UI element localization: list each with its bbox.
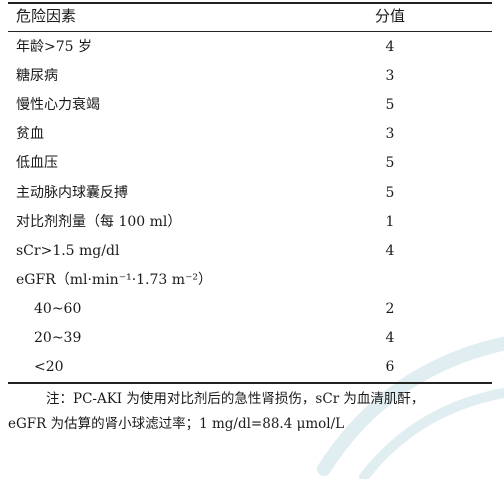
risk-factor-cell: 糖尿病: [16, 68, 58, 85]
score-cell: 5: [385, 97, 395, 114]
score-cell: 6: [385, 359, 395, 376]
table-row: 年龄>75 岁 4: [8, 33, 492, 62]
table-row: eGFR（ml·min⁻¹·1.73 m⁻²）: [8, 266, 492, 295]
table-note-line-2: eGFR 为估算的肾小球滤过率；1 mg/dl=88.4 μmol/L: [8, 416, 345, 432]
table-row: 主动脉内球囊反搏 5: [8, 179, 492, 208]
score-cell: 5: [385, 155, 395, 172]
score-cell: 3: [385, 126, 395, 143]
header-factor: 危险因素: [16, 7, 77, 25]
table-top-rule: [8, 2, 492, 4]
risk-factor-cell: 40~60: [34, 300, 82, 317]
risk-factor-cell: eGFR（ml·min⁻¹·1.73 m⁻²）: [16, 271, 213, 288]
table-header-row: 危险因素 分值: [8, 2, 492, 31]
document-page: 危险因素 分值 年龄>75 岁 4 糖尿病 3 慢性心力衰竭 5 贫血 3 低血压 5 主动脉内球囊…: [8, 2, 504, 479]
score-cell: 4: [385, 242, 395, 259]
risk-factor-cell: 低血压: [16, 155, 58, 172]
table-row: 40~60 2: [8, 295, 492, 324]
risk-factor-cell: 主动脉内球囊反搏: [16, 184, 128, 201]
risk-factor-cell: 年龄>75 岁: [16, 39, 92, 55]
score-cell: 4: [385, 39, 395, 55]
table-row: 低血压 5: [8, 149, 492, 178]
table-row: sCr>1.5 mg/dl 4: [8, 237, 492, 266]
table-bottom-rule: [8, 382, 492, 384]
score-cell: 2: [385, 300, 395, 317]
table-row: <20 6: [8, 353, 492, 382]
score-cell: 4: [385, 330, 395, 346]
risk-factor-cell: 贫血: [16, 126, 44, 143]
table-row: 20~39 4: [8, 324, 492, 353]
score-cell: 3: [385, 68, 395, 85]
table-row: 贫血 3: [8, 120, 492, 149]
table-note-line-1: 注：PC-AKI 为使用对比剂后的急性肾损伤，sCr 为血清肌酐，: [46, 391, 425, 407]
risk-factor-cell: 慢性心力衰竭: [16, 97, 100, 114]
table-row: 对比剂剂量（每 100 ml） 1: [8, 208, 492, 237]
risk-factor-cell: <20: [34, 359, 64, 376]
score-cell: 1: [385, 213, 395, 230]
risk-factor-cell: 对比剂剂量（每 100 ml）: [16, 213, 182, 230]
table-header-rule: [8, 31, 492, 32]
risk-factor-cell: 20~39: [34, 330, 82, 346]
score-cell: 5: [385, 184, 395, 201]
table-row: 糖尿病 3: [8, 62, 492, 91]
table-row: 慢性心力衰竭 5: [8, 91, 492, 120]
header-score: 分值: [374, 7, 405, 25]
risk-factor-cell: sCr>1.5 mg/dl: [16, 242, 120, 259]
